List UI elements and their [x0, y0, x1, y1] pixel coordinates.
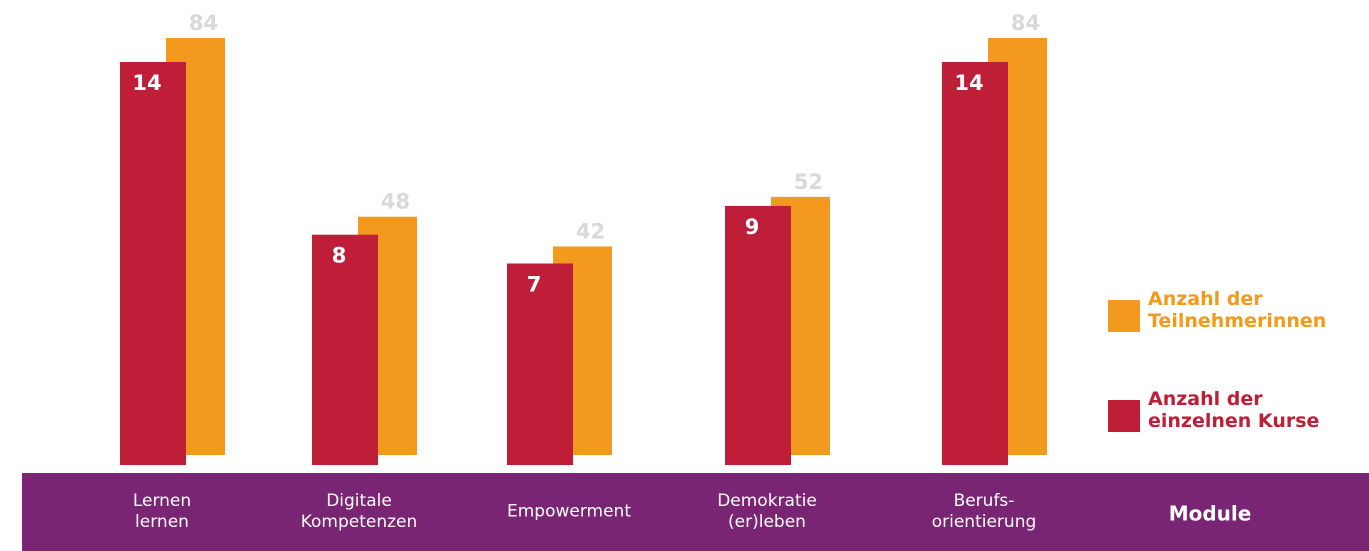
legend-label: Anzahl der einzelnen Kurse: [1148, 388, 1320, 432]
value-label: 14: [132, 71, 161, 95]
x-tick-label: Digitale Kompetenzen: [300, 491, 418, 532]
x-tick-label: Lernen lernen: [132, 491, 192, 532]
value-label: 84: [189, 11, 218, 35]
value-label: 84: [1011, 11, 1040, 35]
value-label: 9: [745, 215, 760, 239]
value-label: 8: [332, 244, 347, 268]
x-tick-label: Berufs- orientierung: [931, 491, 1037, 532]
x-tick-label: Demokratie (er)leben: [717, 491, 817, 532]
legend-label: Anzahl der Teilnehmerinnen: [1148, 288, 1327, 332]
x-axis-label: Module: [1168, 501, 1252, 526]
bar: [725, 205, 791, 465]
bar: [312, 234, 378, 465]
value-label: 48: [381, 190, 410, 214]
bar: [942, 62, 1008, 465]
legend-swatch: [1108, 400, 1140, 432]
x-tick-label: Empowerment: [506, 501, 632, 522]
value-label: 42: [576, 220, 605, 244]
bar: [507, 263, 573, 465]
bar: [120, 62, 186, 465]
legend-swatch: [1108, 300, 1140, 332]
value-label: 52: [794, 170, 823, 194]
axis-band: [22, 473, 1369, 551]
value-label: 14: [954, 71, 983, 95]
value-label: 7: [527, 273, 542, 297]
